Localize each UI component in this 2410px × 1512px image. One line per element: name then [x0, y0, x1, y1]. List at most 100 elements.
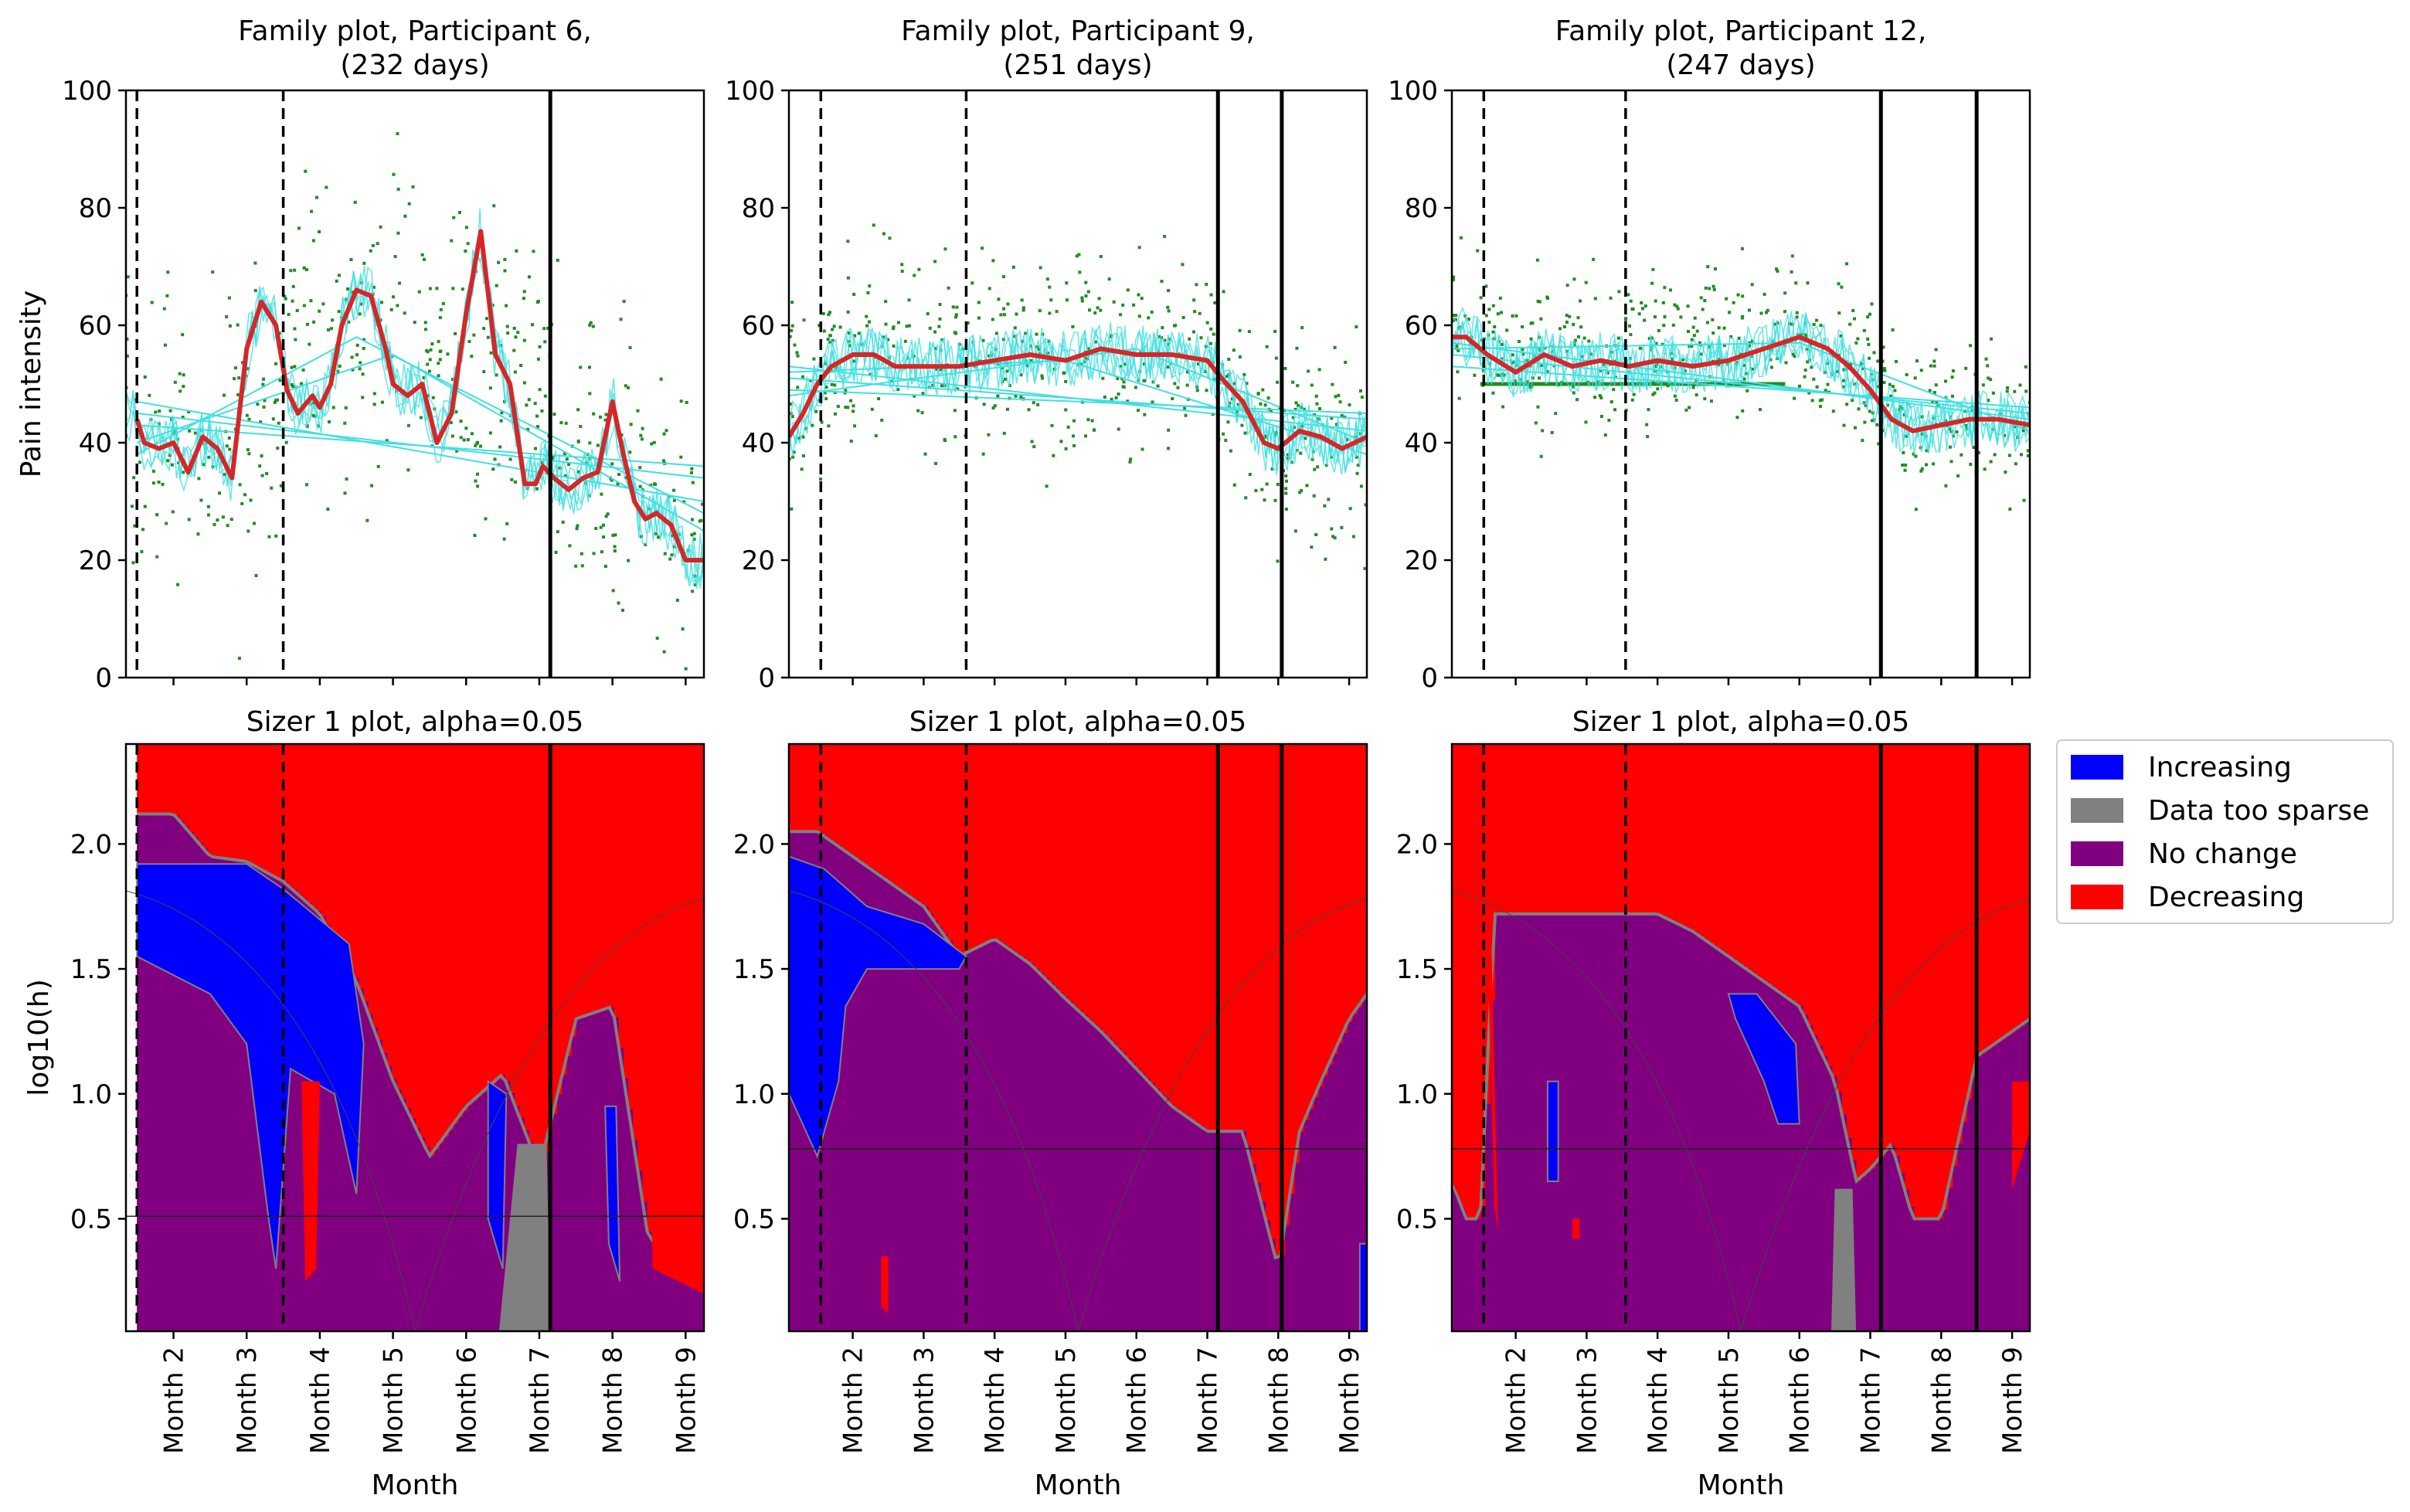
data-point: [267, 535, 271, 539]
data-point: [1238, 355, 1242, 358]
data-point: [472, 333, 476, 337]
data-point: [1654, 299, 1657, 303]
data-point: [1263, 403, 1267, 407]
data-point: [1500, 342, 1504, 346]
data-point: [310, 209, 314, 213]
data-point: [600, 492, 603, 496]
data-point: [1711, 284, 1715, 288]
sizer-region-decreasing: [881, 1255, 889, 1314]
data-point: [1931, 400, 1935, 404]
data-point: [892, 344, 896, 348]
data-point: [1003, 313, 1007, 317]
data-point: [1905, 434, 1909, 438]
data-point: [454, 331, 457, 335]
data-point: [1609, 400, 1613, 404]
data-point: [943, 439, 947, 443]
data-point: [262, 405, 266, 409]
data-point: [1259, 402, 1263, 406]
data-point: [423, 257, 427, 261]
data-point: [792, 450, 796, 454]
sizer-plot-area-12: 0.5 1.0 1.5 2.0 Month 2 Month 3 Month 4 Month 5…: [1396, 742, 2031, 1454]
data-point: [1758, 408, 1762, 412]
data-point: [1019, 395, 1023, 399]
data-point: [503, 257, 507, 261]
data-point: [495, 284, 498, 287]
data-point: [1737, 336, 1741, 340]
data-point: [1640, 301, 1643, 304]
data-point: [1699, 296, 1703, 300]
data-point: [1775, 267, 1779, 271]
data-point: [1841, 385, 1845, 389]
data-point: [2019, 453, 2023, 457]
sizer-region-decreasing: [1572, 1218, 1580, 1239]
data-point: [1837, 282, 1841, 286]
data-point: [485, 317, 489, 321]
data-point: [1849, 363, 1853, 367]
data-point: [143, 375, 147, 379]
data-point: [1769, 365, 1773, 369]
data-point: [1517, 339, 1521, 343]
data-point: [970, 281, 974, 285]
data-point: [1703, 397, 1707, 401]
data-point: [821, 311, 825, 315]
data-point: [1071, 324, 1075, 328]
data-point: [1815, 318, 1819, 322]
data-point: [1735, 416, 1739, 420]
data-point: [592, 552, 596, 556]
data-point: [245, 413, 249, 417]
data-point: [1759, 311, 1763, 315]
data-point: [1137, 314, 1141, 318]
data-point: [576, 439, 580, 443]
data-point: [1318, 406, 1322, 410]
data-point: [1688, 406, 1691, 409]
data-point: [479, 444, 483, 448]
data-point: [270, 486, 274, 490]
data-point: [1491, 330, 1495, 334]
data-point: [659, 377, 663, 381]
x-tick-label: Month 3: [232, 1347, 263, 1454]
data-point: [350, 291, 354, 294]
data-point: [1283, 366, 1287, 370]
data-point: [165, 522, 168, 525]
data-point: [1895, 359, 1898, 363]
data-point: [868, 284, 872, 288]
data-point: [846, 310, 850, 314]
data-point: [1722, 344, 1726, 348]
data-point: [790, 301, 794, 304]
data-point: [243, 493, 247, 497]
data-point: [355, 343, 359, 347]
data-point: [1266, 396, 1270, 400]
data-point: [1578, 299, 1582, 303]
data-point: [1484, 284, 1488, 288]
data-point: [417, 290, 421, 294]
data-point: [276, 447, 280, 450]
data-point: [304, 169, 308, 173]
data-point: [1097, 297, 1101, 301]
data-point: [353, 200, 357, 204]
data-point: [1240, 423, 1244, 427]
sizer-boundary-rim: [1452, 912, 2030, 1221]
data-point: [1690, 338, 1694, 341]
data-point: [934, 347, 938, 351]
data-point: [1810, 365, 1813, 369]
data-point: [808, 379, 812, 382]
data-point: [564, 421, 568, 425]
data-point: [1334, 423, 1338, 426]
data-point: [1932, 364, 1936, 368]
data-point: [438, 349, 442, 353]
data-point: [1276, 559, 1280, 563]
data-point: [1572, 391, 1576, 395]
data-point: [181, 333, 185, 337]
data-point: [691, 518, 695, 522]
data-point: [531, 323, 535, 327]
data-point: [1528, 386, 1532, 389]
x-tick-label: Month 7: [525, 1347, 556, 1454]
data-point: [178, 372, 182, 375]
data-point: [513, 370, 517, 374]
data-point: [1013, 326, 1017, 330]
data-point: [846, 406, 850, 409]
data-point: [1086, 418, 1090, 422]
family-plot-participant-9: Family plot, Participant 9, (251 days) 0…: [725, 15, 1368, 694]
data-point: [462, 438, 466, 442]
data-point: [359, 361, 362, 365]
